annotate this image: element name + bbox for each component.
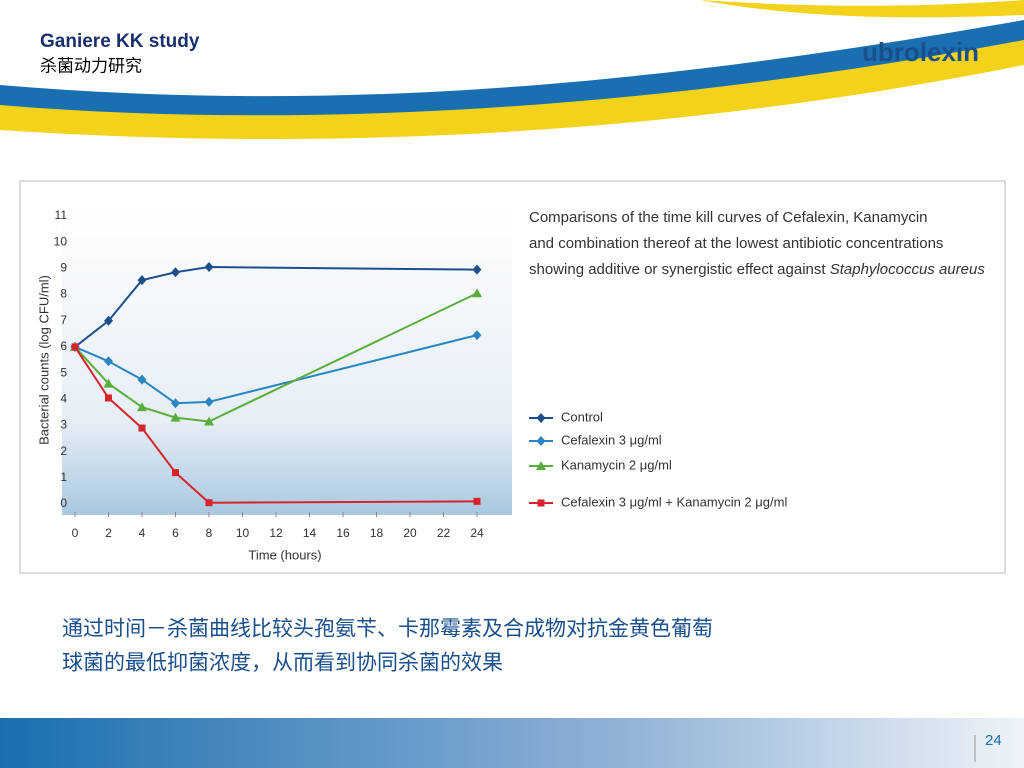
marker bbox=[170, 412, 181, 422]
x-tick-label: 0 bbox=[72, 526, 79, 540]
marker bbox=[137, 374, 147, 385]
marker bbox=[138, 424, 146, 432]
marker bbox=[473, 497, 481, 505]
y-tick-label: 6 bbox=[60, 339, 67, 353]
marker bbox=[104, 315, 113, 326]
legend-marker bbox=[536, 461, 546, 470]
series-line bbox=[74, 292, 478, 423]
y-tick-label: 5 bbox=[60, 365, 67, 379]
x-tick-label: 4 bbox=[139, 526, 146, 540]
caption: 通过时间－杀菌曲线比较头孢氨苄、卡那霉素及合成物对抗金黄色葡萄 bbox=[62, 618, 713, 641]
chart-title: Comparisons of the time kill curves of C… bbox=[529, 209, 928, 226]
series-line bbox=[74, 266, 478, 348]
caption: 球菌的最低抑菌浓度，从而看到协同杀菌的效果 bbox=[62, 652, 503, 675]
logo: ubrolexin bbox=[862, 37, 979, 67]
y-tick-label: 1 bbox=[60, 470, 67, 484]
marker bbox=[137, 402, 147, 412]
page-number: 24 bbox=[985, 732, 1002, 749]
x-tick-label: 10 bbox=[236, 526, 250, 540]
y-tick-label: 0 bbox=[60, 496, 67, 510]
series-line bbox=[74, 334, 478, 405]
header-swoosh bbox=[0, 20, 1024, 123]
footer-band bbox=[0, 718, 1024, 768]
x-tick-label: 20 bbox=[403, 526, 417, 540]
marker bbox=[104, 356, 113, 367]
x-axis-label: Time (hours) bbox=[248, 547, 321, 562]
x-tick-label: 8 bbox=[206, 526, 213, 540]
legend-label: Cefalexin 3 μg/ml bbox=[561, 432, 662, 447]
header-swoosh bbox=[700, 0, 1024, 18]
y-tick-label: 3 bbox=[60, 418, 67, 432]
y-axis-label: Bacterial counts (log CFU/ml) bbox=[36, 275, 51, 445]
marker bbox=[105, 394, 112, 402]
x-tick-label: 6 bbox=[172, 526, 179, 540]
marker bbox=[172, 469, 179, 477]
y-tick-label: 10 bbox=[54, 234, 68, 248]
x-tick-label: 14 bbox=[303, 526, 317, 540]
header-title: Ganiere KK study bbox=[40, 31, 200, 52]
legend-label: Kanamycin 2 μg/ml bbox=[561, 457, 672, 472]
marker bbox=[137, 275, 147, 286]
marker bbox=[472, 264, 482, 275]
legend-marker bbox=[536, 413, 546, 423]
marker bbox=[204, 262, 214, 273]
y-tick-label: 2 bbox=[60, 444, 67, 458]
header-subtitle: 杀菌动力研究 bbox=[40, 56, 142, 75]
marker bbox=[472, 330, 482, 341]
x-tick-label: 2 bbox=[105, 526, 112, 540]
marker bbox=[171, 267, 180, 278]
y-tick-label: 11 bbox=[55, 208, 68, 222]
x-tick-label: 24 bbox=[470, 526, 484, 540]
y-tick-label: 8 bbox=[60, 287, 67, 301]
x-tick-label: 18 bbox=[370, 526, 384, 540]
series-line bbox=[74, 346, 478, 504]
x-tick-label: 22 bbox=[437, 526, 451, 540]
header-swoosh bbox=[0, 40, 1024, 139]
marker bbox=[472, 288, 482, 298]
legend-label: Control bbox=[561, 409, 603, 424]
y-tick-label: 4 bbox=[60, 391, 67, 405]
marker bbox=[103, 378, 114, 388]
legend-marker bbox=[536, 436, 546, 446]
marker bbox=[71, 343, 79, 351]
marker bbox=[205, 499, 213, 507]
legend-marker bbox=[537, 499, 545, 507]
y-tick-label: 7 bbox=[60, 313, 67, 327]
chart-title: showing additive or synergistic effect a… bbox=[529, 261, 985, 278]
plot-area bbox=[62, 205, 512, 515]
chart-title: and combination thereof at the lowest an… bbox=[529, 235, 943, 252]
marker bbox=[171, 398, 180, 409]
marker bbox=[204, 416, 214, 426]
y-tick-label: 9 bbox=[60, 261, 67, 275]
legend-label: Cefalexin 3 μg/ml + Kanamycin 2 μg/ml bbox=[561, 494, 787, 509]
marker bbox=[204, 396, 214, 407]
x-tick-label: 12 bbox=[269, 526, 283, 540]
x-tick-label: 16 bbox=[336, 526, 350, 540]
